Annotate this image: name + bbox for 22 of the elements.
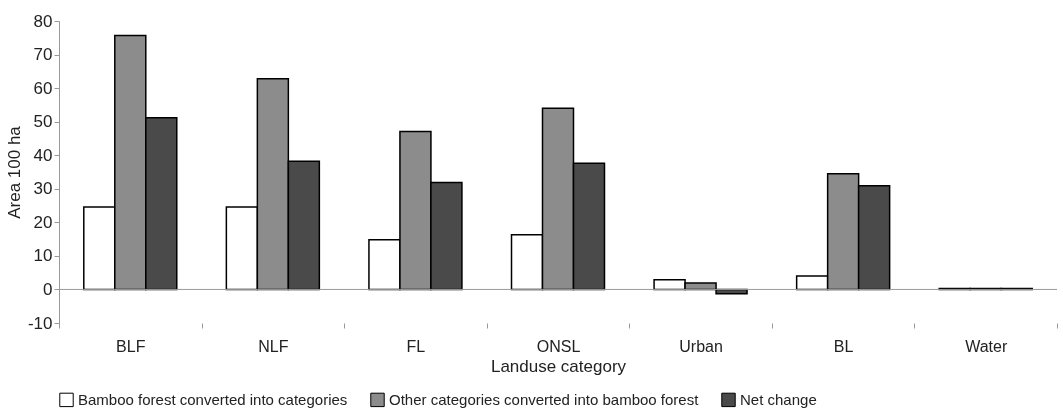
legend-label: Bamboo forest converted into categories (78, 390, 348, 408)
y-tick-label: 0 (43, 279, 53, 299)
y-tick-label: 40 (33, 145, 53, 165)
y-tick-label: -10 (27, 313, 53, 333)
y-tick-label: 20 (33, 212, 53, 232)
x-tick-label: Urban (679, 337, 723, 355)
y-tick-label: 80 (33, 11, 53, 31)
x-tick-label: FL (406, 337, 426, 355)
x-tick-label: ONSL (536, 337, 581, 355)
x-tick-label: Water (965, 337, 1008, 355)
x-tick-label: NLF (258, 337, 289, 355)
x-axis-title: Landuse category (490, 356, 627, 376)
y-tick-label: 10 (33, 246, 53, 266)
y-tick-label: 30 (33, 179, 53, 199)
legend-label: Other categories converted into bamboo forest (389, 390, 700, 408)
x-tick-label: BLF (116, 337, 146, 355)
legend-label: Net change (740, 390, 817, 408)
y-tick-label: 60 (33, 78, 53, 98)
y-axis-title: Area 100 ha (4, 125, 24, 219)
x-tick-label: BL (833, 337, 854, 355)
y-tick-label: 70 (33, 45, 53, 65)
y-tick-label: 50 (33, 112, 53, 132)
